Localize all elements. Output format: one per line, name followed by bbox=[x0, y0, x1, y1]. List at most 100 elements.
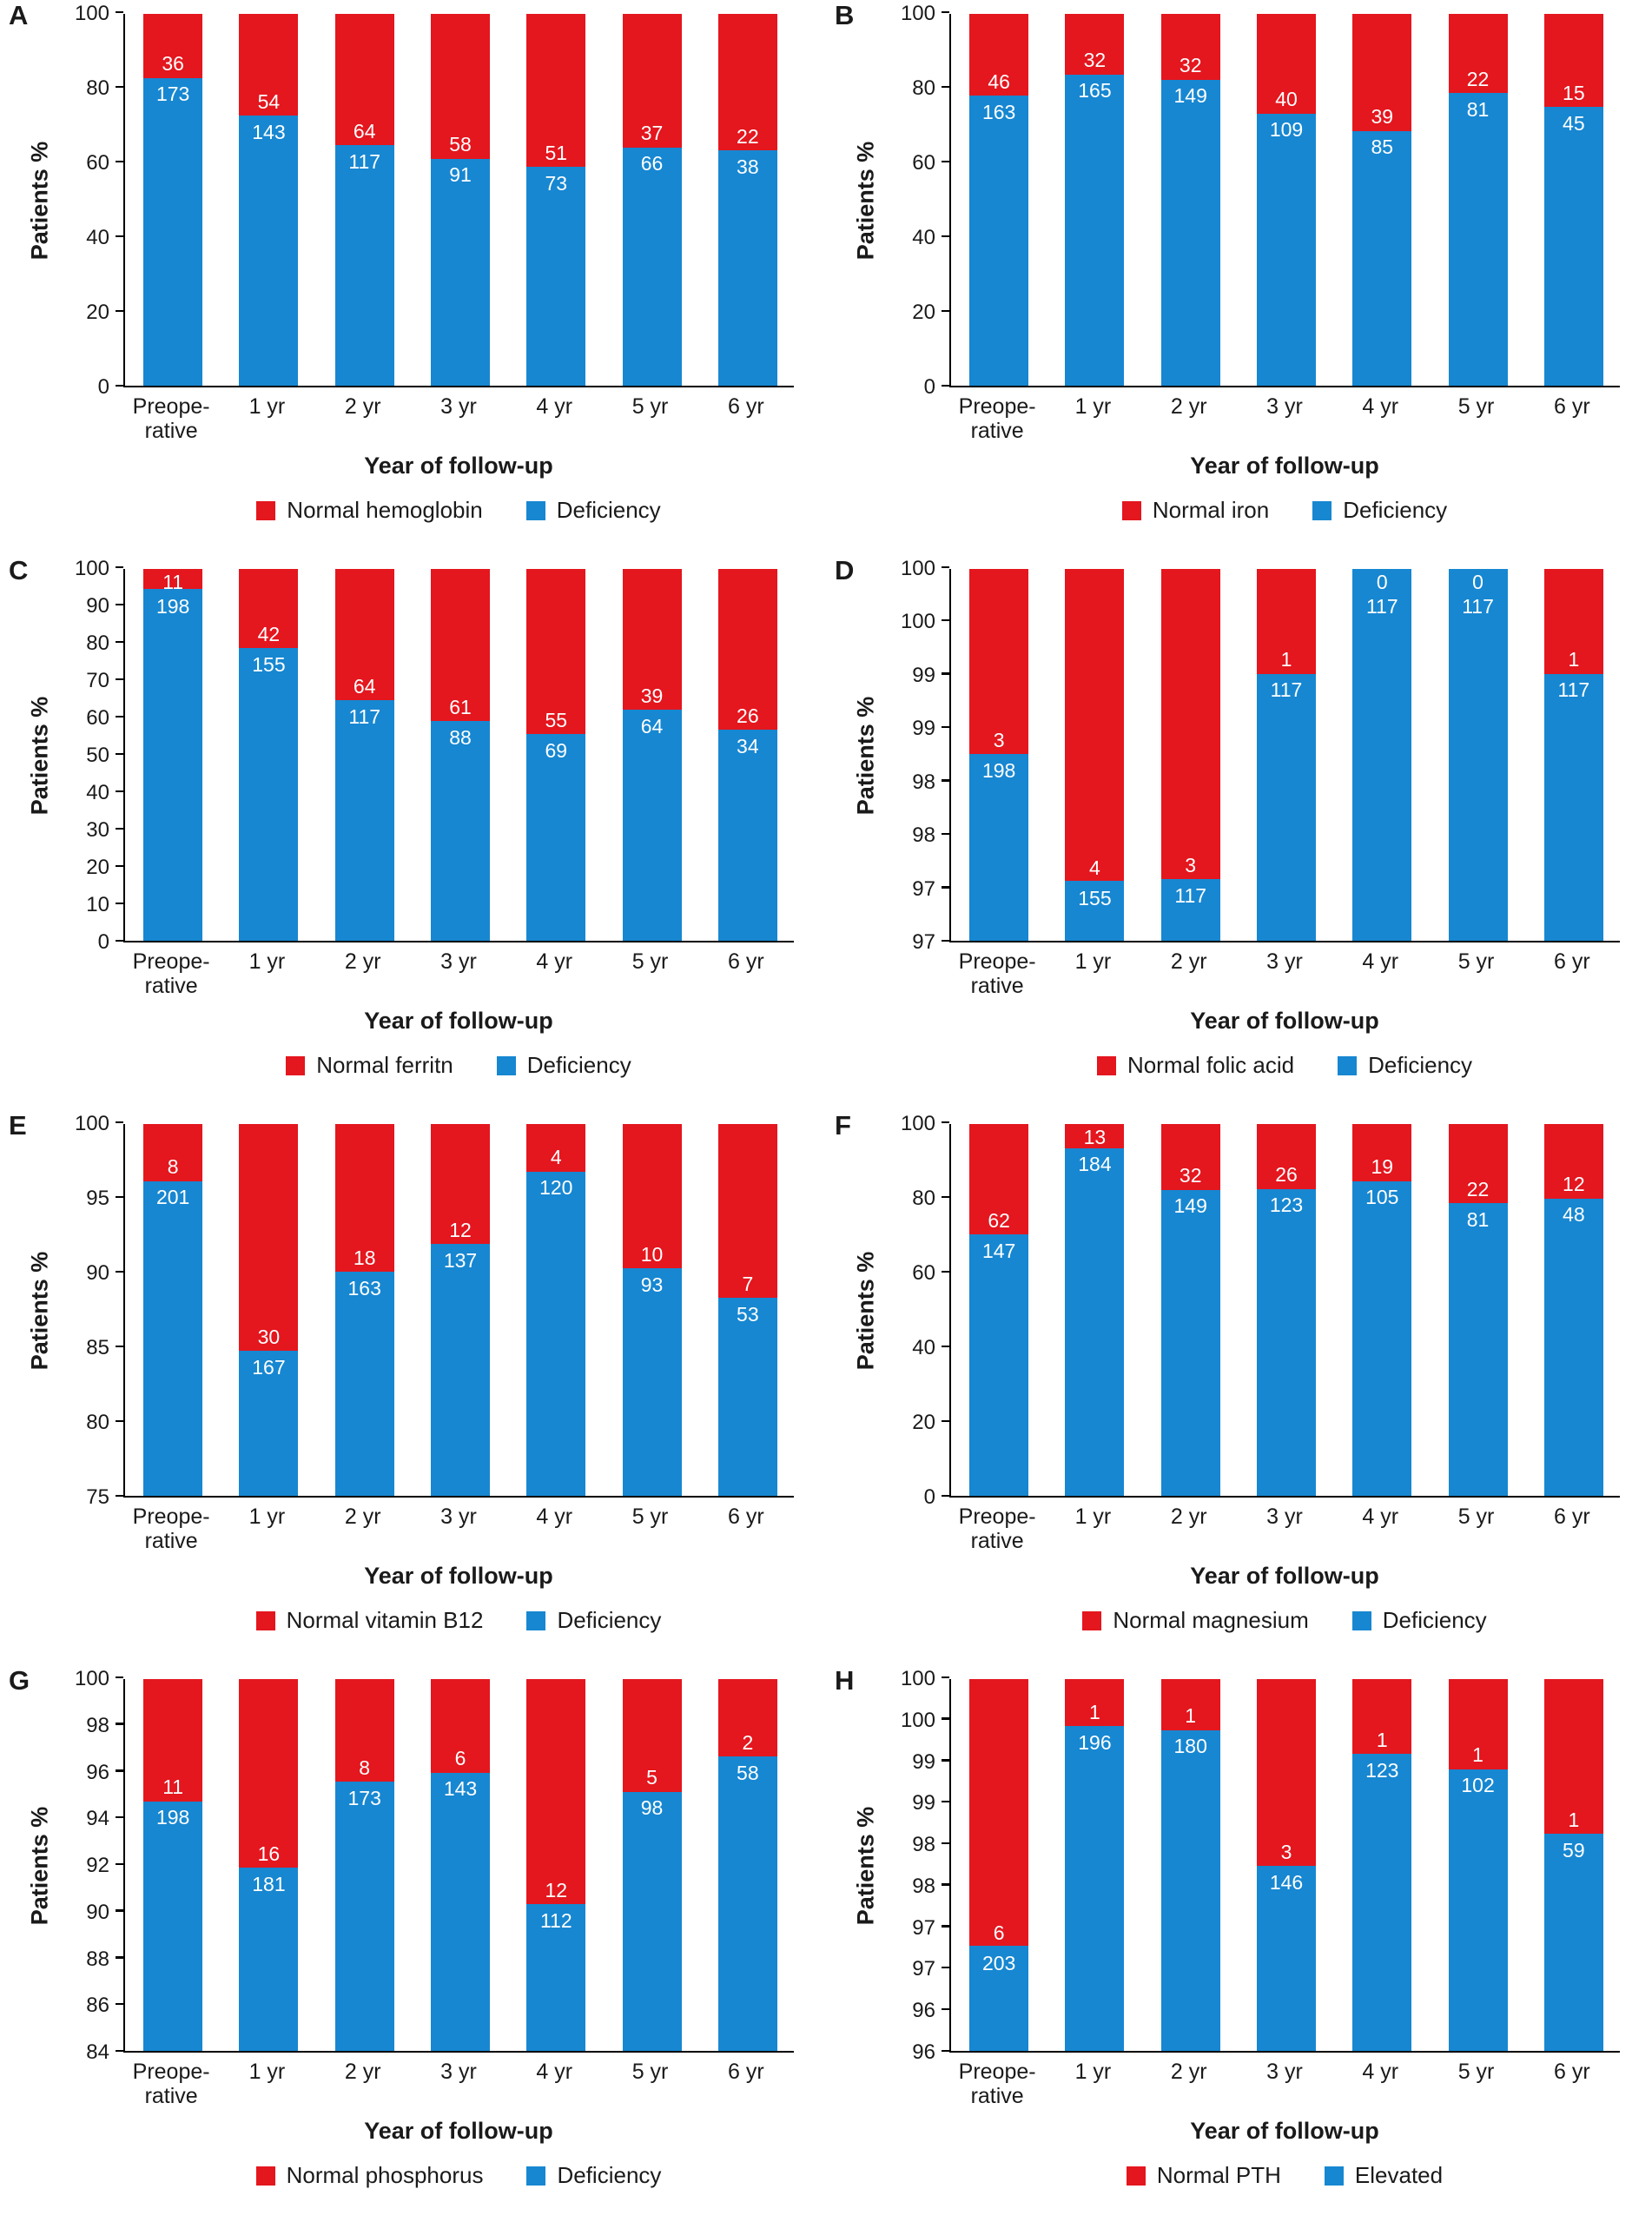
bar-value-label: 167 bbox=[252, 1355, 286, 1379]
bar-group: 1 59 bbox=[1543, 1679, 1603, 2051]
segment-normal-magnesium bbox=[1160, 1124, 1220, 1190]
y-tick-mark bbox=[115, 1121, 123, 1123]
y-tick-mark bbox=[941, 779, 949, 782]
y-tick-mark bbox=[115, 1270, 123, 1273]
segment-normal-pth bbox=[1543, 1679, 1603, 1835]
bar-group: 6 143 bbox=[431, 1679, 490, 2051]
bar-group: 26 34 bbox=[717, 569, 777, 941]
segment-normal-pth bbox=[1448, 1679, 1508, 1769]
y-tick-mark bbox=[941, 1883, 949, 1886]
bar-value-label: 11 bbox=[162, 1776, 184, 1799]
x-tick-label: 2 yr bbox=[344, 1504, 381, 1529]
bar-group: 62 147 bbox=[969, 1124, 1029, 1496]
x-tick-label: 1 yr bbox=[248, 949, 286, 974]
bar-value-label: 173 bbox=[347, 1786, 381, 1809]
bar-value-label: 149 bbox=[1173, 84, 1207, 108]
bar-value-label: 59 bbox=[1563, 1839, 1585, 1862]
y-axis-ticks: 0 20 40 60 80 100 bbox=[0, 3, 109, 399]
y-tick-mark bbox=[941, 1345, 949, 1347]
y-tick-mark bbox=[941, 1121, 949, 1123]
legend-label: Deficiency bbox=[557, 1607, 662, 1633]
segment-deficiency bbox=[143, 1180, 203, 1496]
y-tick-mark bbox=[941, 10, 949, 13]
y-tick-label: 60 bbox=[912, 151, 935, 175]
x-tick-label: 6 yr bbox=[1553, 394, 1590, 419]
bar-value-label: 1 bbox=[1376, 1728, 1388, 1751]
x-tick-label: 6 yr bbox=[727, 1504, 764, 1529]
y-tick-mark bbox=[941, 1966, 949, 1969]
bar-value-label: 64 bbox=[353, 675, 376, 698]
y-tick-label: 80 bbox=[86, 1411, 109, 1434]
segment-normal-magnesium bbox=[1257, 1124, 1316, 1189]
segment-deficiency bbox=[622, 147, 682, 386]
y-tick-label: 60 bbox=[86, 706, 109, 730]
bar-group: 8 173 bbox=[334, 1679, 394, 2051]
y-tick-label: 60 bbox=[912, 1261, 935, 1285]
y-tick-label: 0 bbox=[923, 1485, 935, 1509]
bar-group: 16 181 bbox=[239, 1679, 299, 2051]
y-tick-label: 96 bbox=[912, 2040, 935, 2064]
bar-group: 5 98 bbox=[622, 1679, 682, 2051]
bar-group: 0 117 bbox=[1448, 569, 1508, 941]
segment-deficiency bbox=[969, 96, 1029, 386]
bar-value-label: 53 bbox=[737, 1302, 759, 1326]
y-tick-mark bbox=[941, 1800, 949, 1803]
bar-value-label: 34 bbox=[737, 735, 759, 758]
bar-value-label: 32 bbox=[1083, 48, 1107, 71]
segment-deficiency bbox=[969, 1233, 1029, 1496]
legend-swatch bbox=[1121, 500, 1141, 520]
y-tick-label: 100 bbox=[900, 557, 935, 580]
panel-letter: D bbox=[835, 555, 855, 585]
y-tick-label: 40 bbox=[912, 226, 935, 249]
bar-value-label: 165 bbox=[1078, 78, 1112, 102]
y-tick-mark bbox=[941, 1717, 949, 1720]
segment-elevated bbox=[1160, 1730, 1220, 2051]
x-tick-label: 5 yr bbox=[1457, 949, 1495, 974]
y-tick-label: 100 bbox=[900, 1667, 935, 1690]
x-tick-labels: Preope- rative 1 yr 2 yr 3 yr 4 yr 5 yr 6 yr bbox=[949, 394, 1620, 443]
bar-value-label: 1 bbox=[1089, 1700, 1100, 1723]
bar-value-label: 123 bbox=[1269, 1194, 1304, 1217]
legend: Normal folic acid Deficiency bbox=[949, 1052, 1620, 1079]
bar-group: 32 149 bbox=[1160, 1124, 1220, 1496]
segment-normal-iron bbox=[1448, 14, 1508, 94]
y-tick-label: 50 bbox=[86, 744, 109, 767]
y-tick-mark bbox=[115, 1419, 123, 1422]
x-axis-title: Year of follow-up bbox=[1190, 453, 1379, 479]
segment-normal-hemoglobin bbox=[143, 14, 203, 78]
segment-elevated bbox=[969, 1946, 1029, 2051]
bar-group: 37 66 bbox=[622, 14, 682, 386]
x-tick-label: 5 yr bbox=[631, 1504, 669, 1529]
segment-deficiency bbox=[1065, 74, 1125, 386]
legend-swatch bbox=[286, 1055, 306, 1075]
legend-swatch bbox=[496, 1055, 516, 1075]
x-tick-label: Preope- rative bbox=[132, 949, 210, 998]
bar-value-label: 37 bbox=[640, 122, 664, 145]
segment-elevated bbox=[1065, 1726, 1125, 2051]
legend-label: Normal ferritn bbox=[316, 1052, 453, 1078]
segment-normal-vitamin-b12 bbox=[526, 1124, 586, 1173]
segment-deficiency bbox=[334, 1272, 394, 1496]
bar-value-label: 198 bbox=[155, 595, 190, 618]
segment-normal-hemoglobin bbox=[431, 14, 490, 159]
x-tick-label: 5 yr bbox=[1457, 394, 1495, 419]
bar-value-label: 173 bbox=[155, 83, 190, 106]
bar-value-label: 39 bbox=[640, 684, 664, 707]
legend-label: Normal folic acid bbox=[1127, 1052, 1295, 1078]
segment-elevated bbox=[1543, 1834, 1603, 2051]
segment-normal-folic-acid bbox=[1065, 569, 1125, 881]
y-tick-mark bbox=[115, 790, 123, 792]
bar-value-label: 40 bbox=[1275, 88, 1298, 111]
bar-value-label: 5 bbox=[646, 1766, 657, 1789]
x-tick-label: 3 yr bbox=[1266, 949, 1303, 974]
y-axis-ticks: 97 97 98 98 99 99 100 100 bbox=[826, 558, 935, 954]
y-tick-mark bbox=[115, 1494, 123, 1497]
segment-deficiency bbox=[622, 710, 682, 941]
y-tick-label: 98 bbox=[912, 823, 935, 848]
bar-value-label: 98 bbox=[640, 1796, 664, 1820]
y-tick-label: 0 bbox=[97, 930, 109, 954]
bar-value-label: 13 bbox=[1083, 1126, 1107, 1148]
segment-elevated bbox=[1352, 1754, 1412, 2051]
x-tick-labels: Preope- rative 1 yr 2 yr 3 yr 4 yr 5 yr 6 yr bbox=[123, 2060, 794, 2108]
y-tick-mark bbox=[941, 832, 949, 836]
